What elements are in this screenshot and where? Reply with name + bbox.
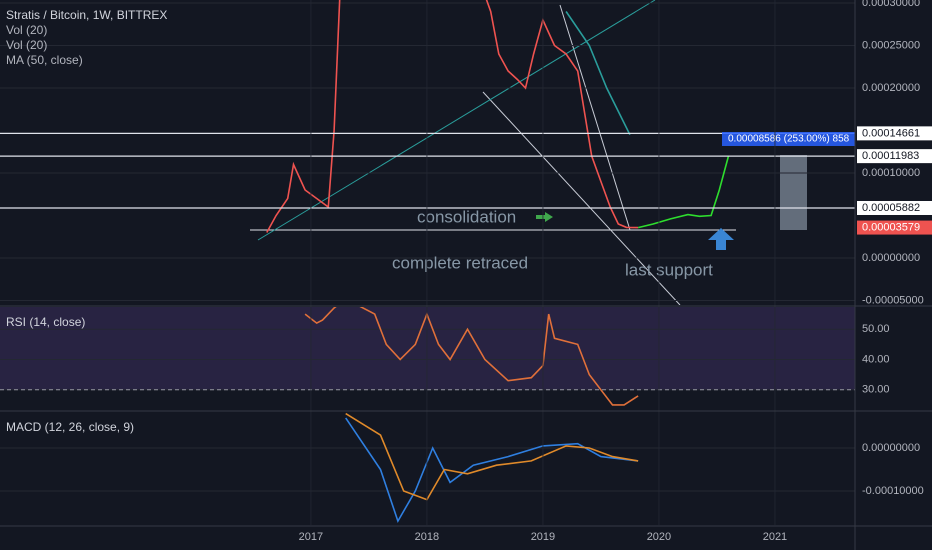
trend-line bbox=[257, 0, 656, 241]
pane-title: MACD (12, 26, close, 9) bbox=[6, 420, 134, 434]
pane-title: Stratis / Bitcoin, 1W, BITTREX bbox=[6, 8, 167, 22]
last-price-label: 0.00003579 bbox=[862, 221, 920, 233]
series-line bbox=[637, 155, 730, 229]
annotation: last support bbox=[625, 260, 713, 279]
series-line bbox=[345, 417, 639, 524]
x-tick-label: 2019 bbox=[531, 531, 555, 543]
annotation: complete retraced bbox=[392, 253, 528, 272]
arrow bbox=[708, 228, 734, 250]
pane bbox=[0, 412, 855, 524]
series-line bbox=[304, 307, 639, 406]
measure-tag bbox=[722, 132, 855, 146]
trend-line bbox=[482, 91, 681, 305]
y-tick-label: 30.00 bbox=[862, 384, 890, 396]
arrow bbox=[545, 212, 553, 222]
level-label: 0.00005882 bbox=[862, 202, 920, 214]
arrow bbox=[536, 215, 545, 219]
rsi-band bbox=[0, 307, 855, 390]
measure-label: 0.00008586 (253.00%) 858 bbox=[728, 134, 850, 145]
x-tick-label: 2018 bbox=[415, 531, 439, 543]
level-tag bbox=[857, 126, 932, 141]
y-tick-label: 50.00 bbox=[862, 323, 890, 335]
level-tag bbox=[857, 200, 932, 215]
y-tick-label: 0.00010000 bbox=[862, 167, 920, 179]
indicator-label: Vol (20) bbox=[6, 23, 47, 37]
measure-box bbox=[780, 155, 807, 230]
y-tick-label: 0.00000000 bbox=[862, 442, 920, 454]
series-line bbox=[565, 11, 631, 136]
y-tick-label: -0.00005000 bbox=[862, 294, 924, 306]
indicator-label: Vol (20) bbox=[6, 38, 47, 52]
y-tick-label: 40.00 bbox=[862, 353, 890, 365]
level-tag bbox=[857, 149, 932, 164]
pane-title: RSI (14, close) bbox=[6, 315, 85, 329]
series-line bbox=[345, 412, 639, 501]
pane bbox=[0, 307, 855, 406]
drawings bbox=[250, 0, 807, 305]
level-label: 0.00014661 bbox=[862, 127, 920, 139]
y-tick-label: 0.00020000 bbox=[862, 82, 920, 94]
x-tick-label: 2021 bbox=[763, 531, 787, 543]
y-tick-label: -0.00010000 bbox=[862, 485, 924, 497]
x-tick-label: 2017 bbox=[299, 531, 323, 543]
last-price-tag bbox=[857, 220, 932, 235]
level-label: 0.00011983 bbox=[862, 150, 919, 162]
annotation: consolidation bbox=[417, 207, 516, 226]
y-tick-label: 0.00025000 bbox=[862, 39, 920, 51]
trend-line bbox=[559, 4, 631, 231]
y-tick-label: 0.00030000 bbox=[862, 0, 920, 9]
y-tick-label: 0.00000000 bbox=[862, 252, 920, 264]
legend-entry: MA (50, close) bbox=[6, 53, 83, 67]
x-tick-label: 2020 bbox=[647, 531, 671, 543]
